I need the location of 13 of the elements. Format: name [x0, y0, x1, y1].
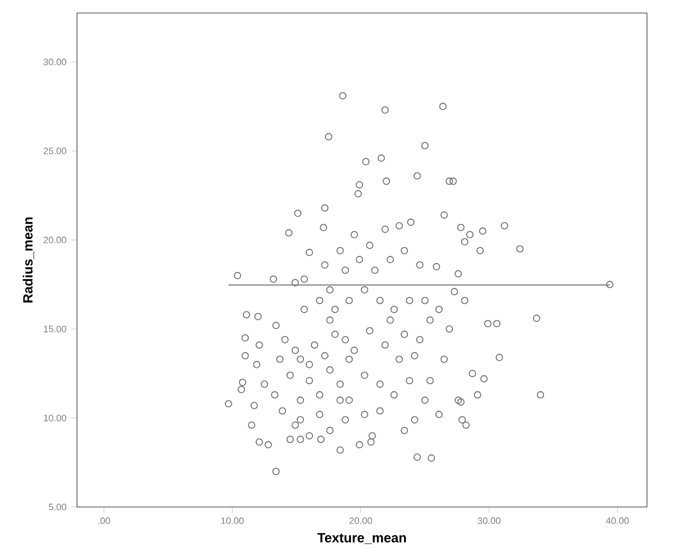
x-tick-label: 40.00: [606, 517, 629, 524]
x-tick-label: .00: [98, 517, 110, 524]
x-axis-title: Texture_mean: [317, 533, 406, 544]
y-tick-label: 10.00: [44, 414, 66, 422]
x-tick-label: 20.00: [350, 517, 372, 524]
y-tick-label: 5.00: [48, 504, 66, 510]
x-tick-label: 10.00: [221, 517, 244, 524]
x-tick-label: 30.00: [478, 517, 500, 524]
y-axis-title: Radius_mean: [22, 217, 34, 302]
y-tick-label: 15.00: [44, 326, 66, 332]
y-tick-label: 30.00: [44, 58, 66, 66]
y-tick-label: 25.00: [44, 148, 66, 154]
y-tick-label: 20.00: [44, 236, 66, 244]
